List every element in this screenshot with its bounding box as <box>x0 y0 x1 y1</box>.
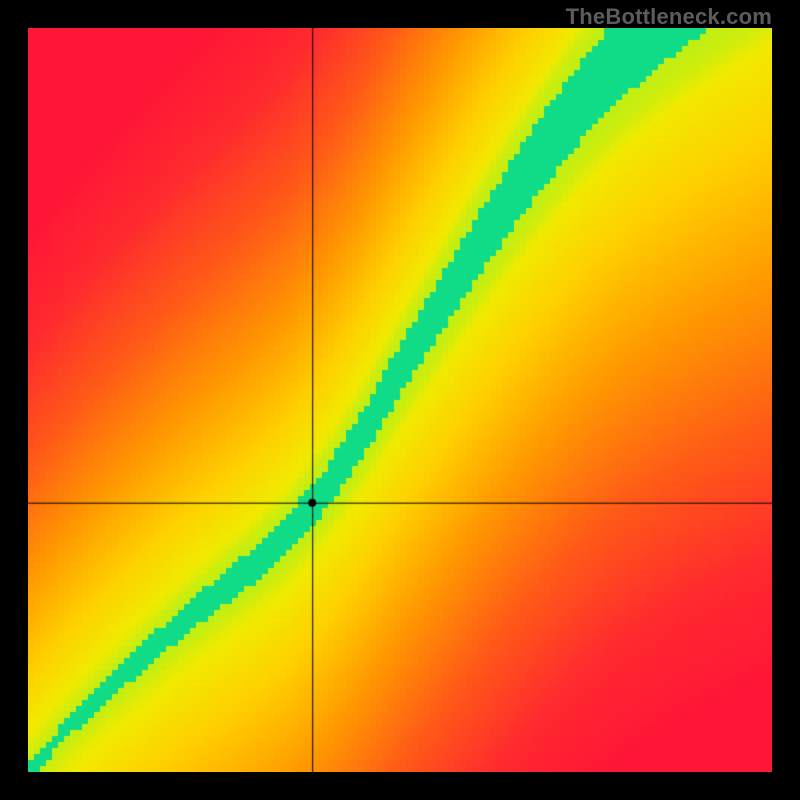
bottleneck-heatmap <box>28 28 772 772</box>
watermark-text: TheBottleneck.com <box>566 4 772 30</box>
chart-container: TheBottleneck.com <box>0 0 800 800</box>
plot-area <box>28 28 772 772</box>
